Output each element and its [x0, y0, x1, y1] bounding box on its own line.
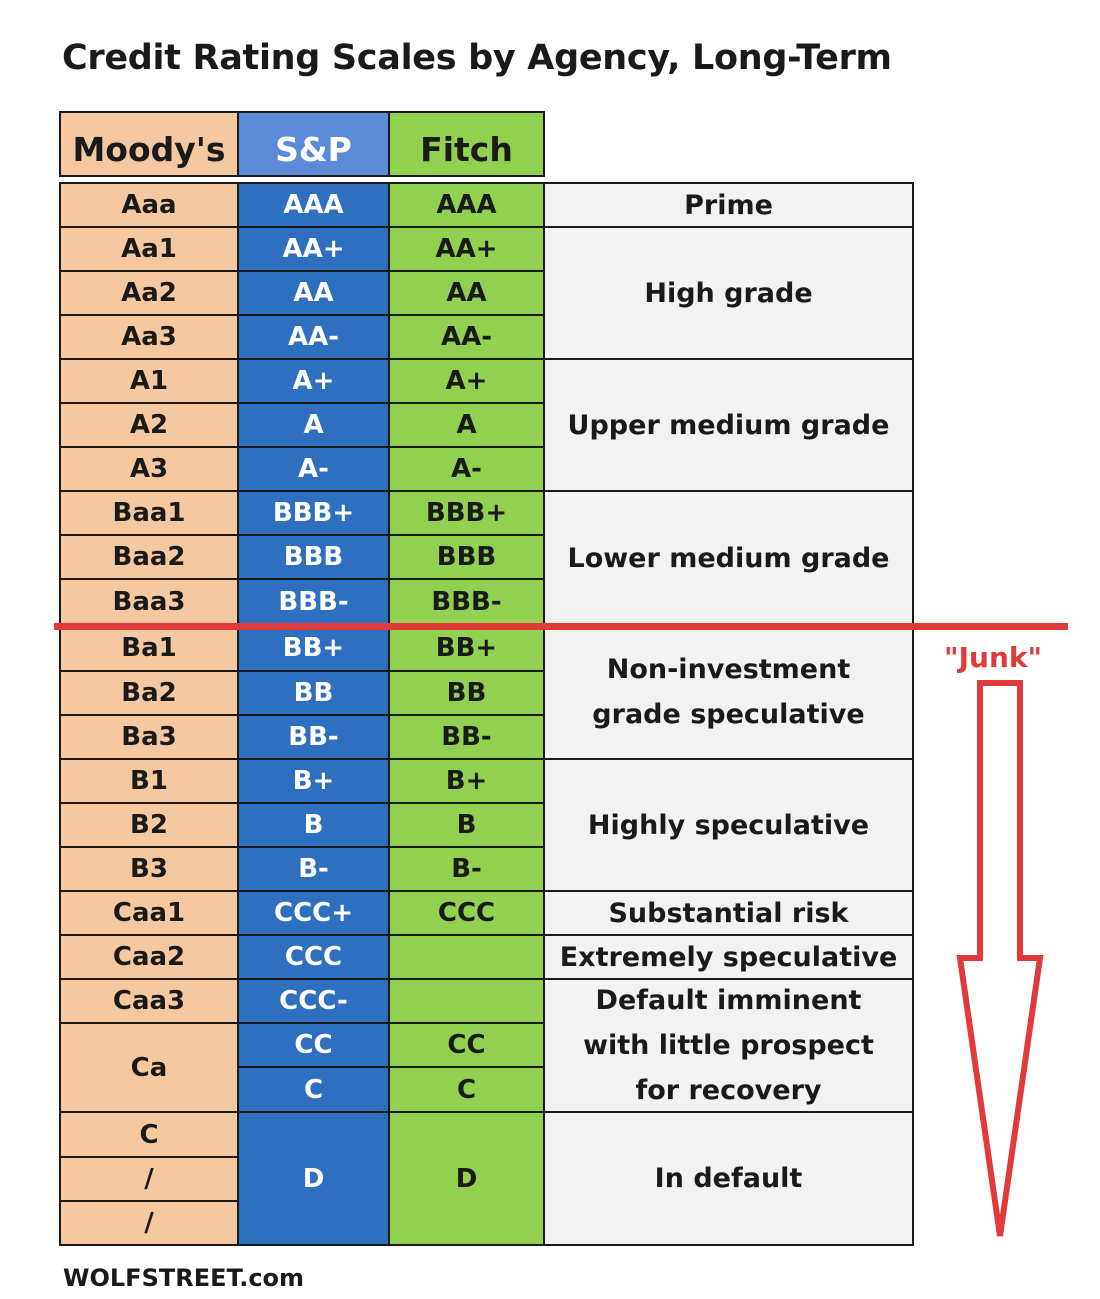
fitch-cell: BB — [390, 672, 545, 716]
moodys-cell: A1 — [59, 360, 239, 404]
fitch-cell — [390, 936, 545, 980]
moodys-cell: Ba3 — [59, 716, 239, 760]
sp-cell: AAA — [239, 182, 390, 228]
description-cell: Highly speculative — [545, 760, 914, 892]
moodys-cell: B2 — [59, 804, 239, 848]
sp-cell: B- — [239, 848, 390, 892]
moodys-cell: Caa1 — [59, 892, 239, 936]
moodys-cell: Ba1 — [59, 626, 239, 672]
moodys-cell: A3 — [59, 448, 239, 492]
sp-cell: AA — [239, 272, 390, 316]
description-cell: Non-investment grade speculative — [545, 626, 914, 760]
sp-cell: CCC — [239, 936, 390, 980]
moodys-cell: B1 — [59, 760, 239, 804]
junk-threshold-line — [54, 623, 1068, 630]
moodys-cell: Ba2 — [59, 672, 239, 716]
down-arrow-icon — [956, 680, 1044, 1237]
fitch-cell: AA — [390, 272, 545, 316]
header-fitch: Fitch — [390, 111, 545, 177]
fitch-cell — [390, 980, 545, 1024]
source-credit: WOLFSTREET.com — [63, 1264, 305, 1292]
sp-cell: AA- — [239, 316, 390, 360]
description-cell: Upper medium grade — [545, 360, 914, 492]
moodys-cell: Baa1 — [59, 492, 239, 536]
fitch-cell: AA- — [390, 316, 545, 360]
moodys-cell: Baa3 — [59, 580, 239, 626]
moodys-cell: Aaa — [59, 182, 239, 228]
sp-cell: C — [239, 1068, 390, 1113]
description-cell: Prime — [545, 182, 914, 228]
fitch-cell: B+ — [390, 760, 545, 804]
sp-cell: D — [239, 1113, 390, 1246]
moodys-cell: A2 — [59, 404, 239, 448]
fitch-cell: BB+ — [390, 626, 545, 672]
sp-cell: AA+ — [239, 228, 390, 272]
moodys-cell: B3 — [59, 848, 239, 892]
sp-cell: BBB+ — [239, 492, 390, 536]
fitch-cell: C — [390, 1068, 545, 1113]
sp-cell: CCC- — [239, 980, 390, 1024]
sp-cell: BB+ — [239, 626, 390, 672]
moodys-cell: Ca — [59, 1024, 239, 1113]
sp-cell: B — [239, 804, 390, 848]
sp-cell: BB — [239, 672, 390, 716]
moodys-cell: Baa2 — [59, 536, 239, 580]
sp-cell: A — [239, 404, 390, 448]
sp-cell: B+ — [239, 760, 390, 804]
sp-cell: CC — [239, 1024, 390, 1068]
moodys-cell: Aa2 — [59, 272, 239, 316]
fitch-cell: A — [390, 404, 545, 448]
page-title: Credit Rating Scales by Agency, Long-Ter… — [62, 38, 892, 78]
moodys-cell: Caa3 — [59, 980, 239, 1024]
moodys-cell: / — [59, 1202, 239, 1246]
description-cell: Default imminent with little prospect fo… — [545, 980, 914, 1113]
header-sp: S&P — [239, 111, 390, 177]
sp-cell: A+ — [239, 360, 390, 404]
sp-cell: BB- — [239, 716, 390, 760]
sp-cell: BBB- — [239, 580, 390, 626]
fitch-cell: BBB- — [390, 580, 545, 626]
fitch-cell: A- — [390, 448, 545, 492]
description-cell: Extremely speculative — [545, 936, 914, 980]
fitch-cell: A+ — [390, 360, 545, 404]
fitch-cell: BBB — [390, 536, 545, 580]
moodys-cell: Aa3 — [59, 316, 239, 360]
fitch-cell: B — [390, 804, 545, 848]
fitch-cell: AAA — [390, 182, 545, 228]
description-cell: High grade — [545, 228, 914, 360]
fitch-cell: BBB+ — [390, 492, 545, 536]
fitch-cell: CCC — [390, 892, 545, 936]
description-cell: In default — [545, 1113, 914, 1246]
header-moodys: Moody's — [59, 111, 239, 177]
fitch-cell: AA+ — [390, 228, 545, 272]
fitch-cell: CC — [390, 1024, 545, 1068]
junk-label: "Junk" — [944, 641, 1043, 674]
moodys-cell: / — [59, 1158, 239, 1202]
sp-cell: CCC+ — [239, 892, 390, 936]
moodys-cell: Caa2 — [59, 936, 239, 980]
description-cell: Lower medium grade — [545, 492, 914, 626]
sp-cell: A- — [239, 448, 390, 492]
description-cell: Substantial risk — [545, 892, 914, 936]
moodys-cell: Aa1 — [59, 228, 239, 272]
sp-cell: BBB — [239, 536, 390, 580]
fitch-cell: B- — [390, 848, 545, 892]
fitch-cell: BB- — [390, 716, 545, 760]
moodys-cell: C — [59, 1113, 239, 1158]
fitch-cell: D — [390, 1113, 545, 1246]
